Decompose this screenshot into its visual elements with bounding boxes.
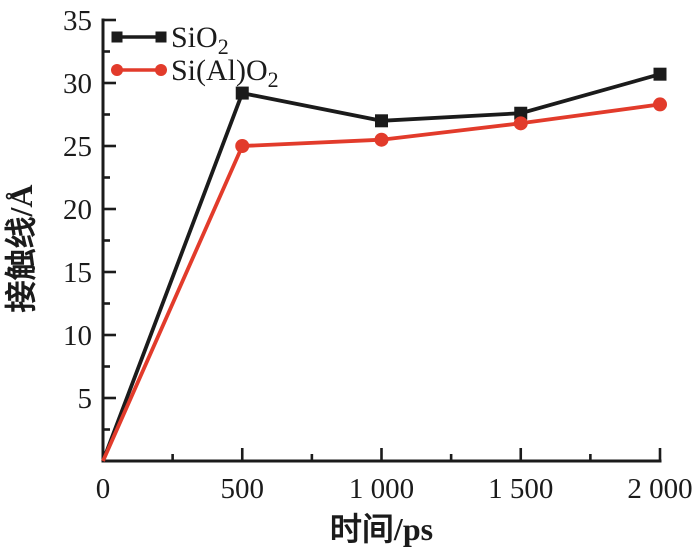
sio2-marker <box>514 106 528 120</box>
sio2-marker <box>111 31 123 43</box>
sialo2-marker <box>653 97 667 112</box>
x-tick-label: 2 000 <box>627 473 692 505</box>
y-tick-label: 25 <box>63 131 92 163</box>
sio2-marker <box>235 86 249 100</box>
series-sio2 <box>101 67 667 462</box>
x-tick-label: 1 000 <box>349 473 414 505</box>
sialo2-marker <box>235 139 250 153</box>
sialo2-marker <box>111 64 123 76</box>
x-axis-label: 时间/ps <box>330 511 433 547</box>
legend-label-sio2: SiO2 <box>171 21 229 59</box>
x-tick-label: 0 <box>96 473 111 505</box>
y-tick-label: 35 <box>63 5 92 37</box>
y-tick-label: 10 <box>63 320 92 352</box>
legend-label-sialo2: Si(Al)O2 <box>171 54 279 92</box>
legend-entry-sio2: SiO2 <box>111 21 229 59</box>
sio2-marker <box>155 31 167 43</box>
y-axis-label: 接触线/Å <box>3 184 39 312</box>
sialo2-marker <box>374 132 389 147</box>
axis-ticks <box>101 18 662 461</box>
x-tick-labels: 0 500 1 000 1 500 2 000 <box>96 473 693 505</box>
series-sialo2 <box>101 97 667 462</box>
sialo2-marker <box>513 116 528 131</box>
y-tick-label: 5 <box>78 383 93 415</box>
y-tick-labels: 5 10 15 20 25 30 35 <box>63 5 92 415</box>
x-tick-label: 500 <box>221 473 265 505</box>
x-tick-label: 1 500 <box>488 473 553 505</box>
sio2-marker <box>375 114 388 128</box>
sialo2-marker <box>155 64 167 76</box>
y-tick-label: 30 <box>63 68 92 100</box>
y-tick-label: 15 <box>63 257 92 289</box>
legend-entry-sialo2: Si(Al)O2 <box>111 54 279 92</box>
sio2-marker <box>653 67 667 81</box>
series-line-sialo2 <box>101 102 661 462</box>
y-tick-label: 20 <box>63 194 92 226</box>
